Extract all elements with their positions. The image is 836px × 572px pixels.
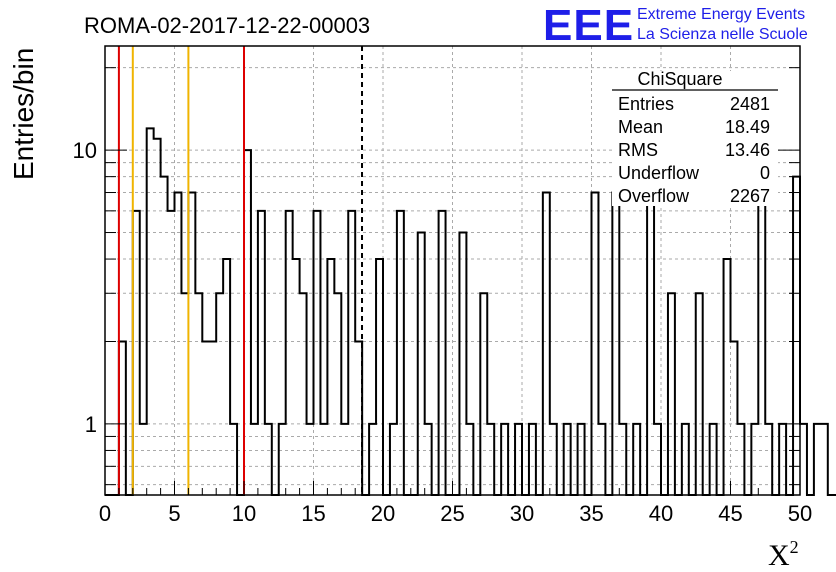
y-tick-labels: 1 10 — [73, 138, 97, 437]
y-tick-label: 1 — [85, 412, 97, 437]
axis-ticks — [104, 67, 801, 495]
x-tick-labels: 0 5 10 15 20 25 30 35 40 45 50 — [99, 501, 812, 526]
x-tick-label: 15 — [301, 501, 325, 526]
stats-row-value: 2267 — [730, 186, 770, 206]
x-tick-label: 40 — [649, 501, 673, 526]
x-tick-label: 20 — [371, 501, 395, 526]
stats-box: ChiSquare Entries 2481 Mean 18.49 RMS 13.46 Un… — [612, 69, 778, 206]
x-tick-label: 45 — [718, 501, 742, 526]
x-tick-label: 30 — [510, 501, 534, 526]
y-tick-label: 10 — [73, 138, 97, 163]
stats-row-label: RMS — [618, 140, 658, 160]
x-axis-title: X2 — [768, 537, 799, 572]
x-tick-label: 5 — [168, 501, 180, 526]
x-tick-label: 10 — [232, 501, 256, 526]
stats-row-label: Underflow — [618, 163, 700, 183]
x-tick-label: 35 — [579, 501, 603, 526]
brand-line-1: Extreme Energy Events — [637, 6, 805, 23]
x-tick-label: 0 — [99, 501, 111, 526]
x-tick-label: 50 — [788, 501, 812, 526]
y-axis-title: Entries/bin — [8, 48, 39, 180]
stats-title: ChiSquare — [637, 69, 722, 89]
histogram — [105, 127, 836, 496]
histogram-outline — [105, 127, 836, 496]
chart-title: ROMA-02-2017-12-22-00003 — [84, 13, 370, 38]
stats-row-label: Entries — [618, 94, 674, 114]
stats-row-value: 18.49 — [725, 117, 770, 137]
stats-box-background — [612, 71, 778, 206]
stats-row-value: 2481 — [730, 94, 770, 114]
stats-rows: Entries 2481 Mean 18.49 RMS 13.46 Underflow 0 Ov… — [618, 94, 770, 206]
x-tick-label: 25 — [440, 501, 464, 526]
stats-row-value: 13.46 — [725, 140, 770, 160]
stats-row-label: Mean — [618, 117, 663, 137]
eee-logo: EEE — [543, 1, 634, 50]
marker-lines — [117, 46, 364, 495]
stats-row-value: 0 — [760, 163, 770, 183]
stats-row-label: Overflow — [618, 186, 690, 206]
brand-line-2: La Scienza nelle Scuole — [637, 26, 808, 43]
